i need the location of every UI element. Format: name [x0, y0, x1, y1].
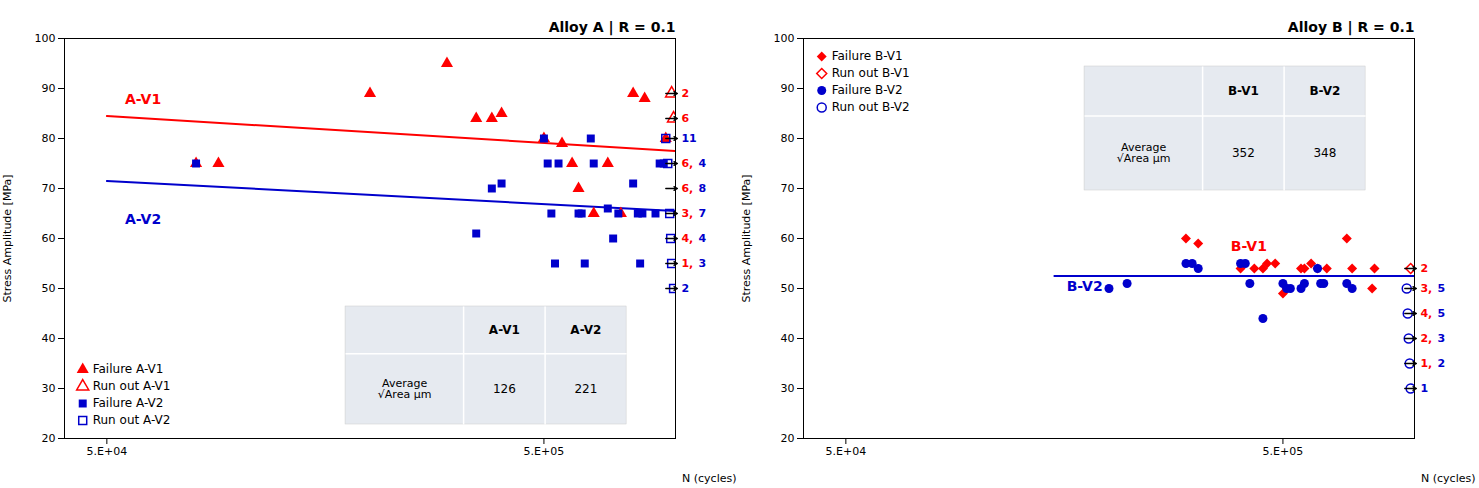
svg-text:50: 50 [42, 282, 56, 295]
svg-text:1: 1 [1420, 382, 1428, 395]
svg-text:8: 8 [698, 182, 706, 195]
svg-text:B-V1: B-V1 [1231, 238, 1267, 254]
svg-text:B-V2: B-V2 [1067, 278, 1103, 294]
svg-text:70: 70 [781, 182, 795, 195]
svg-text:A-V2: A-V2 [570, 323, 601, 337]
svg-text:11: 11 [681, 132, 696, 145]
svg-text:2: 2 [1437, 357, 1445, 370]
svg-text:348: 348 [1313, 146, 1336, 160]
svg-text:N (cycles): N (cycles) [682, 472, 736, 485]
svg-text:6,: 6, [681, 182, 693, 195]
svg-text:4: 4 [698, 232, 706, 245]
svg-text:2: 2 [681, 87, 689, 100]
svg-text:352: 352 [1232, 146, 1255, 160]
svg-text:6,: 6, [681, 157, 693, 170]
svg-text:50: 50 [781, 282, 795, 295]
svg-text:1,: 1, [1420, 357, 1432, 370]
svg-text:Failure A-V2: Failure A-V2 [93, 396, 164, 410]
svg-text:6: 6 [681, 112, 689, 125]
svg-text:5.E+04: 5.E+04 [826, 445, 867, 458]
svg-text:Alloy A | R = 0.1: Alloy A | R = 0.1 [549, 19, 676, 36]
svg-text:A-V2: A-V2 [125, 211, 161, 227]
svg-text:2: 2 [1420, 262, 1428, 275]
svg-text:Failure A-V1: Failure A-V1 [93, 362, 164, 376]
svg-text:40: 40 [781, 332, 795, 345]
svg-text:30: 30 [781, 382, 795, 395]
svg-text:1,: 1, [681, 257, 693, 270]
svg-text:Average√Area μm: Average√Area μm [378, 377, 432, 401]
svg-text:B-V2: B-V2 [1309, 84, 1340, 98]
svg-text:80: 80 [42, 132, 56, 145]
svg-text:3,: 3, [681, 207, 693, 220]
svg-text:7: 7 [698, 207, 706, 220]
svg-text:30: 30 [42, 382, 56, 395]
svg-text:2,: 2, [1420, 332, 1432, 345]
svg-text:100: 100 [35, 32, 56, 45]
svg-text:Run out A-V2: Run out A-V2 [93, 413, 171, 427]
svg-text:Average√Area μm: Average√Area μm [1117, 141, 1171, 165]
svg-text:Failure B-V2: Failure B-V2 [832, 83, 903, 97]
svg-text:5: 5 [1437, 282, 1445, 295]
svg-text:20: 20 [42, 432, 56, 445]
svg-text:4: 4 [698, 157, 706, 170]
svg-text:3: 3 [1437, 332, 1445, 345]
svg-text:A-V1: A-V1 [489, 323, 520, 337]
svg-text:40: 40 [42, 332, 56, 345]
svg-text:5.E+04: 5.E+04 [87, 445, 128, 458]
svg-text:Stress Amplitude [MPa]: Stress Amplitude [MPa] [1, 174, 14, 302]
svg-text:Failure B-V1: Failure B-V1 [832, 49, 903, 63]
svg-text:Stress Amplitude [MPa]: Stress Amplitude [MPa] [740, 174, 753, 302]
svg-text:126: 126 [493, 382, 516, 396]
svg-text:80: 80 [781, 132, 795, 145]
svg-text:221: 221 [574, 382, 597, 396]
svg-text:5: 5 [1437, 307, 1445, 320]
svg-text:70: 70 [42, 182, 56, 195]
svg-text:90: 90 [781, 82, 795, 95]
svg-text:60: 60 [781, 232, 795, 245]
svg-text:4,: 4, [681, 232, 693, 245]
svg-text:4,: 4, [1420, 307, 1432, 320]
svg-text:N (cycles): N (cycles) [1421, 472, 1475, 485]
svg-text:3: 3 [698, 257, 706, 270]
svg-text:20: 20 [781, 432, 795, 445]
svg-text:3,: 3, [1420, 282, 1432, 295]
svg-text:Run out B-V2: Run out B-V2 [832, 100, 910, 114]
svg-text:Run out B-V1: Run out B-V1 [832, 66, 910, 80]
svg-text:A-V1: A-V1 [125, 91, 161, 107]
svg-text:B-V1: B-V1 [1228, 84, 1259, 98]
svg-text:90: 90 [42, 82, 56, 95]
svg-text:5.E+05: 5.E+05 [524, 445, 565, 458]
svg-text:2: 2 [681, 282, 689, 295]
svg-text:Run out A-V1: Run out A-V1 [93, 379, 171, 393]
svg-text:5.E+05: 5.E+05 [1263, 445, 1304, 458]
svg-text:100: 100 [774, 32, 795, 45]
svg-text:60: 60 [42, 232, 56, 245]
svg-text:Alloy B | R = 0.1: Alloy B | R = 0.1 [1288, 19, 1415, 36]
